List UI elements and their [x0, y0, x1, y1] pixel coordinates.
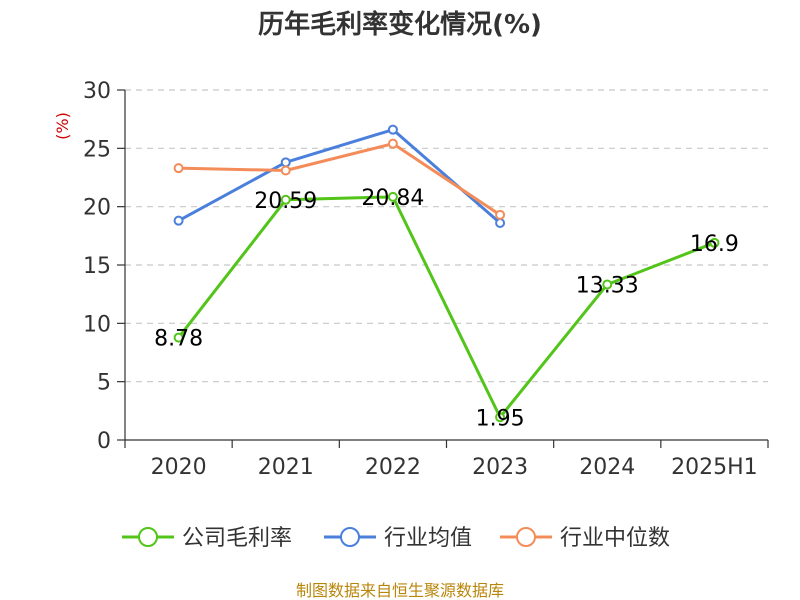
data-labels: 8.78 20.59 20.84 1.95 13.33 16.9 — [154, 186, 739, 431]
legend-swatch-marker — [138, 527, 158, 547]
data-point — [495, 218, 506, 228]
y-tick-label: 15 — [83, 254, 111, 279]
y-tick-label: 5 — [97, 371, 111, 396]
data-label: 16.9 — [690, 232, 739, 257]
data-point — [495, 412, 506, 423]
data-point — [387, 138, 398, 149]
series-line — [177, 195, 715, 419]
data-point — [173, 332, 184, 343]
legend-label: 公司毛利率 — [182, 526, 292, 551]
series-lines — [173, 124, 720, 423]
data-point — [173, 215, 184, 226]
x-tick-label: 2020 — [151, 455, 207, 480]
x-tick-label: 2023 — [472, 455, 528, 480]
y-tick-label: 25 — [83, 137, 111, 162]
legend-label: 行业中位数 — [560, 526, 670, 551]
y-tick-label: 10 — [83, 312, 111, 337]
data-label: 13.33 — [576, 273, 639, 298]
data-point — [602, 279, 613, 290]
series-line — [178, 142, 501, 217]
gridlines — [125, 89, 768, 383]
data-point — [709, 237, 720, 248]
data-label: 8.78 — [154, 327, 203, 352]
data-label: 20.59 — [254, 189, 317, 214]
data-label: 20.84 — [361, 186, 424, 211]
data-point — [173, 163, 184, 174]
source-note: 制图数据来自恒生聚源数据库 — [296, 581, 504, 600]
data-point — [280, 165, 291, 176]
legend-label: 行业均值 — [384, 526, 472, 551]
data-point — [280, 157, 291, 168]
chart-title: 历年毛利率变化情况(%) — [258, 9, 542, 40]
x-tick-label: 2022 — [365, 455, 421, 480]
data-point — [387, 191, 398, 202]
data-label: 1.95 — [476, 406, 525, 431]
legend-swatch-marker — [340, 527, 360, 547]
legend-swatch-marker — [516, 527, 536, 547]
legend: 公司毛利率 行业均值 行业中位数 — [122, 526, 670, 551]
data-point — [280, 194, 291, 205]
x-tick-label: 2025H1 — [671, 455, 758, 480]
y-axis-unit: (%) — [53, 112, 72, 140]
x-tick-label: 2024 — [579, 455, 635, 480]
data-point — [495, 209, 506, 220]
series-line — [177, 128, 502, 225]
y-tick-label: 30 — [83, 79, 111, 104]
data-point — [387, 124, 398, 135]
axes: 0 5 10 15 20 25 30 2020 2021 2022 2023 2024 2025H1 — [83, 79, 769, 480]
y-tick-label: 20 — [83, 196, 111, 221]
x-tick-label: 2021 — [258, 455, 314, 480]
y-tick-label: 0 — [97, 429, 111, 454]
